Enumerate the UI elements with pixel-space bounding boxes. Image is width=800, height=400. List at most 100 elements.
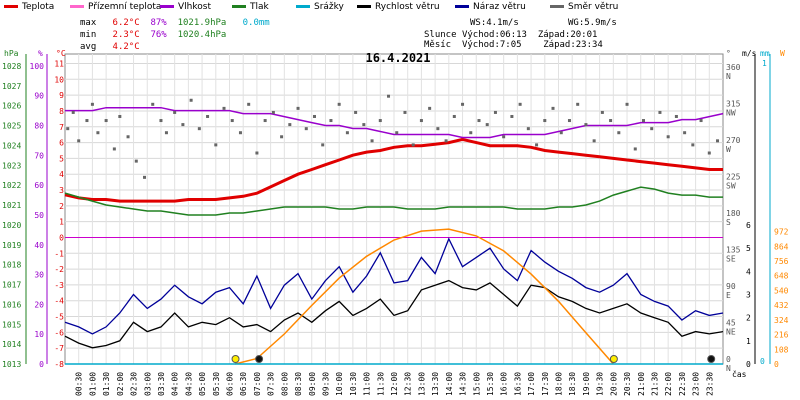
solar-tick-label: 972 (774, 228, 789, 237)
wind-dir-point (304, 127, 308, 131)
wind-dir-point (419, 119, 423, 123)
legend-swatch (455, 5, 469, 8)
wind-dir-point (650, 127, 654, 131)
humidity-tick-label: 70 (34, 151, 44, 160)
wind-dir-point (312, 114, 316, 118)
wind-dir-point (452, 114, 456, 118)
windspeed-tick-label: 1 (746, 337, 751, 346)
wind-dir-point (90, 102, 94, 106)
x-tick-label: 03:30 (157, 372, 166, 396)
wind-dir-point (576, 102, 580, 106)
legend-item: Tlak (232, 2, 269, 12)
winddir-dir-label: N (726, 72, 731, 81)
x-tick-label: 07:00 (253, 372, 262, 396)
x-tick-label: 06:00 (226, 372, 235, 396)
temperature-tick-label: 9 (59, 91, 64, 100)
wind-dir-point (255, 151, 259, 155)
winddir-tick-label: 270 (726, 136, 741, 145)
wind-dir-point (411, 143, 415, 147)
rain-tick-label: 0 (760, 357, 765, 366)
wind-dir-point (666, 135, 670, 139)
humidity-tick-label: 60 (34, 181, 44, 190)
legend: Teplota Přízemní teplota Vlhkost Tlak Srážky… (0, 0, 800, 14)
winddir-dir-label: S (726, 218, 731, 227)
wind-dir-point (658, 110, 662, 114)
winddir-tick-label: 360 (726, 63, 741, 72)
pressure-tick-label: 1017 (2, 281, 21, 290)
stats-avg-row: avg 4.2°C (80, 42, 140, 52)
humidity-unit: % (38, 49, 43, 58)
x-tick-label: 15:30 (486, 372, 495, 396)
sun-row: Slunce Východ:06:13 Západ:20:01 (424, 30, 597, 40)
series-line (234, 228, 614, 365)
windspeed-unit: m/s (742, 49, 757, 58)
pressure-tick-label: 1026 (2, 102, 21, 111)
legend-item: Srážky (296, 2, 344, 12)
pressure-tick-label: 1014 (2, 340, 21, 349)
wind-dir-point (263, 119, 267, 123)
pressure-tick-label: 1015 (2, 320, 21, 329)
solar-tick-label: 108 (774, 345, 789, 354)
wind-dir-point (633, 147, 637, 151)
wind-dir-point (699, 119, 703, 123)
wind-dir-point (526, 127, 530, 131)
legend-swatch (70, 5, 84, 8)
wind-dir-point (510, 114, 514, 118)
solar-tick-label: 756 (774, 257, 789, 266)
wind-dir-point (691, 143, 695, 147)
x-tick-label: 00:30 (75, 372, 84, 396)
wind-dir-point (159, 119, 163, 123)
legend-item: Teplota (4, 2, 54, 12)
solar-tick-label: 648 (774, 272, 789, 281)
temperature-tick-label: 11 (54, 59, 64, 68)
x-tick-label: 21:00 (637, 372, 646, 396)
legend-swatch (296, 5, 310, 8)
wind-dir-point (567, 119, 571, 123)
wind-dir-point (280, 135, 284, 139)
wind-dir-point (337, 102, 341, 106)
stats-max-temp: 6.2°C (112, 18, 140, 28)
x-tick-label: 06:30 (239, 372, 248, 396)
rain-tick-label: 1 (762, 59, 767, 68)
pressure-tick-label: 1022 (2, 181, 21, 190)
legend-label: Přízemní teplota (88, 2, 162, 12)
stats-max-label: max (80, 18, 97, 28)
moon-set: Západ:23:34 (543, 40, 603, 50)
temperature-tick-label: -4 (54, 297, 64, 306)
wind-dir-point (164, 131, 168, 135)
wind-dir-point (403, 110, 407, 114)
wind-dir-point (151, 102, 155, 106)
legend-item: Náraz větru (455, 2, 526, 12)
winddir-dir-label: W (726, 145, 731, 154)
wind-dir-point (641, 119, 645, 123)
wind-dir-point (625, 102, 629, 106)
wind-dir-point (126, 135, 130, 139)
winddir-tick-label: 90 (726, 282, 736, 291)
series-line (64, 137, 723, 203)
wind-dir-point (518, 102, 522, 106)
stats-max-press: 1021.9hPa (177, 18, 227, 28)
legend-swatch (160, 5, 174, 8)
stats-min-temp: 2.3°C (112, 30, 140, 40)
wind-dir-point (345, 131, 349, 135)
humidity-tick-label: 80 (34, 122, 44, 131)
temperature-unit: °C (56, 49, 66, 58)
solar-tick-label: 0 (774, 360, 779, 369)
temperature-tick-label: -2 (54, 265, 64, 274)
x-tick-label: 14:30 (459, 372, 468, 396)
humidity-tick-label: 50 (34, 211, 44, 220)
sunrise-marker (231, 355, 240, 363)
x-tick-label: 19:30 (596, 372, 605, 396)
temperature-tick-label: 2 (59, 202, 64, 211)
wind-dir-point (683, 131, 687, 135)
pressure-tick-label: 1028 (2, 62, 21, 71)
x-tick-label: 08:30 (294, 372, 303, 396)
wind-dir-point (477, 119, 481, 123)
wind-dir-point (444, 139, 448, 143)
wind-dir-point (485, 123, 489, 127)
legend-label: Rychlost větru (375, 2, 440, 12)
winddir-unit: ° (726, 49, 731, 58)
wind-dir-point (493, 110, 497, 114)
temperature-tick-label: 0 (59, 233, 64, 242)
stats-min-press: 1020.4hPa (177, 30, 227, 40)
